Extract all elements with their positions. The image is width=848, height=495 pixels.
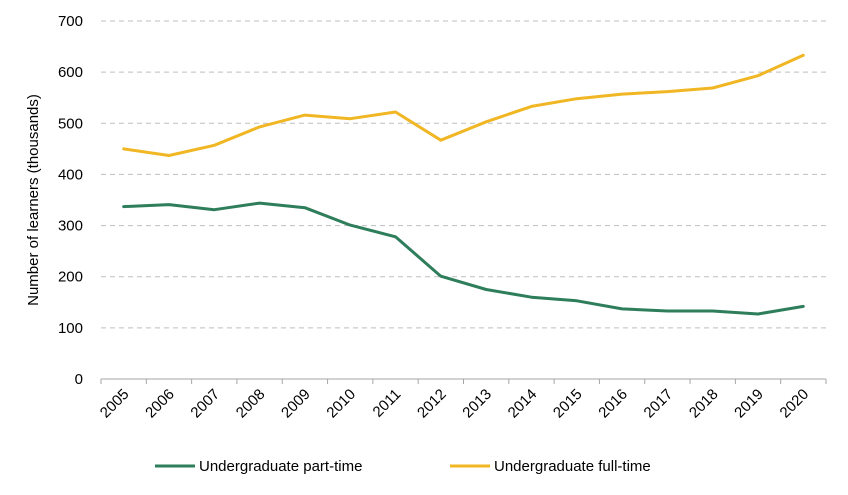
- x-tick-label: 2005: [97, 386, 133, 422]
- y-tick-label: 0: [75, 371, 83, 388]
- x-tick-label: 2014: [505, 386, 541, 422]
- x-tick-label: 2009: [278, 386, 314, 422]
- x-tick-label: 2008: [233, 386, 269, 422]
- x-tick-label: 2019: [731, 386, 767, 422]
- legend-label-undergraduate-full-time: Undergraduate full-time: [494, 458, 651, 475]
- x-tick-label: 2010: [323, 386, 359, 422]
- y-axis-title: Number of learners (thousands): [25, 94, 42, 306]
- series-lines: [122, 53, 805, 316]
- x-tick-label: 2018: [686, 386, 722, 422]
- series-line-undergraduate-full-time: [122, 53, 805, 157]
- axes: [100, 378, 827, 384]
- legend-label-undergraduate-part-time: Undergraduate part-time: [199, 458, 362, 475]
- series-line-undergraduate-part-time: [122, 201, 805, 316]
- legend: Undergraduate part-time Undergraduate ful…: [155, 458, 651, 475]
- x-tick-label: 2016: [595, 386, 631, 422]
- x-tick-label: 2020: [777, 386, 813, 422]
- grid-lines: [101, 20, 826, 329]
- y-tick-label: 700: [58, 13, 83, 30]
- x-tick-label: 2012: [414, 386, 450, 422]
- y-tick-label: 100: [58, 320, 83, 337]
- x-tick-label: 2011: [370, 386, 405, 421]
- y-tick-label: 600: [58, 64, 83, 81]
- y-tick-label: 200: [58, 269, 83, 286]
- x-tick-label: 2013: [459, 386, 495, 422]
- x-tick-label: 2007: [187, 386, 223, 422]
- x-tick-label: 2017: [641, 386, 677, 422]
- x-tick-labels: 2005 2006 2007 2008 2009 2010 2011 2012 2013 2014…: [97, 386, 812, 422]
- y-tick-label: 400: [58, 166, 83, 183]
- y-tick-labels: 0 100 200 300 400 500 600 700: [58, 13, 83, 388]
- x-tick-label: 2006: [142, 386, 178, 422]
- x-tick-label: 2015: [550, 386, 586, 422]
- y-tick-label: 300: [58, 218, 83, 235]
- y-tick-label: 500: [58, 115, 83, 132]
